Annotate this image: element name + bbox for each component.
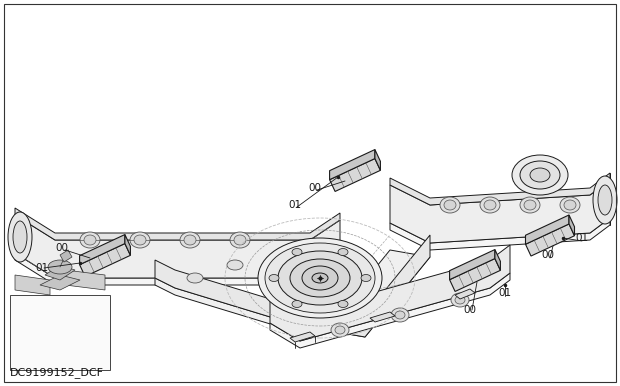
Ellipse shape: [520, 197, 540, 213]
Text: 00: 00: [56, 243, 68, 253]
Polygon shape: [330, 159, 381, 191]
Ellipse shape: [560, 197, 580, 213]
Polygon shape: [330, 149, 375, 179]
Polygon shape: [390, 180, 610, 243]
Polygon shape: [450, 249, 495, 280]
Ellipse shape: [484, 200, 496, 210]
Text: DC9199152_DCF: DC9199152_DCF: [10, 367, 104, 378]
Polygon shape: [79, 235, 125, 265]
Ellipse shape: [292, 249, 302, 256]
Polygon shape: [45, 265, 75, 280]
Ellipse shape: [180, 232, 200, 248]
Ellipse shape: [512, 155, 568, 195]
Polygon shape: [270, 245, 510, 341]
Ellipse shape: [234, 235, 246, 245]
Ellipse shape: [338, 300, 348, 308]
Polygon shape: [390, 218, 610, 250]
Ellipse shape: [338, 249, 348, 256]
Ellipse shape: [451, 293, 469, 307]
Ellipse shape: [520, 161, 560, 189]
Ellipse shape: [312, 273, 328, 283]
Ellipse shape: [258, 238, 382, 318]
Ellipse shape: [13, 221, 27, 253]
Ellipse shape: [564, 200, 576, 210]
Ellipse shape: [48, 260, 72, 274]
Ellipse shape: [593, 176, 617, 224]
Ellipse shape: [130, 232, 150, 248]
Polygon shape: [15, 215, 340, 278]
Polygon shape: [325, 235, 430, 337]
Ellipse shape: [440, 197, 460, 213]
Polygon shape: [390, 173, 610, 205]
Polygon shape: [79, 244, 130, 276]
Text: 01: 01: [288, 200, 301, 210]
Polygon shape: [15, 208, 340, 240]
Polygon shape: [155, 278, 325, 330]
Polygon shape: [569, 215, 575, 236]
Polygon shape: [270, 273, 510, 348]
Ellipse shape: [444, 200, 456, 210]
Polygon shape: [15, 275, 50, 295]
Ellipse shape: [84, 235, 96, 245]
Ellipse shape: [292, 300, 302, 308]
Ellipse shape: [524, 200, 536, 210]
Polygon shape: [15, 253, 340, 285]
Polygon shape: [325, 250, 430, 337]
Polygon shape: [125, 235, 130, 255]
Text: 00: 00: [309, 183, 322, 193]
Ellipse shape: [184, 235, 196, 245]
Text: 01: 01: [35, 263, 48, 273]
Polygon shape: [450, 259, 500, 291]
Ellipse shape: [227, 260, 243, 270]
Polygon shape: [375, 149, 381, 170]
Ellipse shape: [530, 168, 550, 182]
Polygon shape: [40, 275, 80, 290]
Ellipse shape: [335, 326, 345, 334]
Ellipse shape: [598, 185, 612, 215]
Polygon shape: [60, 250, 72, 262]
Ellipse shape: [361, 274, 371, 281]
Polygon shape: [526, 215, 569, 244]
Ellipse shape: [391, 308, 409, 322]
Ellipse shape: [455, 296, 465, 304]
Ellipse shape: [302, 266, 338, 290]
Polygon shape: [370, 312, 395, 322]
Ellipse shape: [8, 212, 32, 262]
Ellipse shape: [290, 259, 350, 297]
Ellipse shape: [331, 323, 349, 337]
Polygon shape: [495, 249, 500, 270]
Ellipse shape: [278, 251, 362, 305]
Ellipse shape: [80, 232, 100, 248]
Ellipse shape: [395, 311, 405, 319]
Text: 00: 00: [541, 250, 554, 260]
Polygon shape: [290, 332, 315, 342]
Polygon shape: [65, 270, 105, 290]
Polygon shape: [455, 289, 475, 299]
Ellipse shape: [134, 235, 146, 245]
Polygon shape: [155, 260, 325, 323]
Text: 01: 01: [498, 288, 511, 298]
Polygon shape: [526, 224, 575, 256]
Ellipse shape: [480, 197, 500, 213]
Text: 01: 01: [575, 233, 588, 243]
Text: 00: 00: [464, 305, 477, 315]
Ellipse shape: [187, 273, 203, 283]
Bar: [10, 295, 110, 370]
Ellipse shape: [265, 243, 375, 313]
Ellipse shape: [269, 274, 279, 281]
Ellipse shape: [230, 232, 250, 248]
